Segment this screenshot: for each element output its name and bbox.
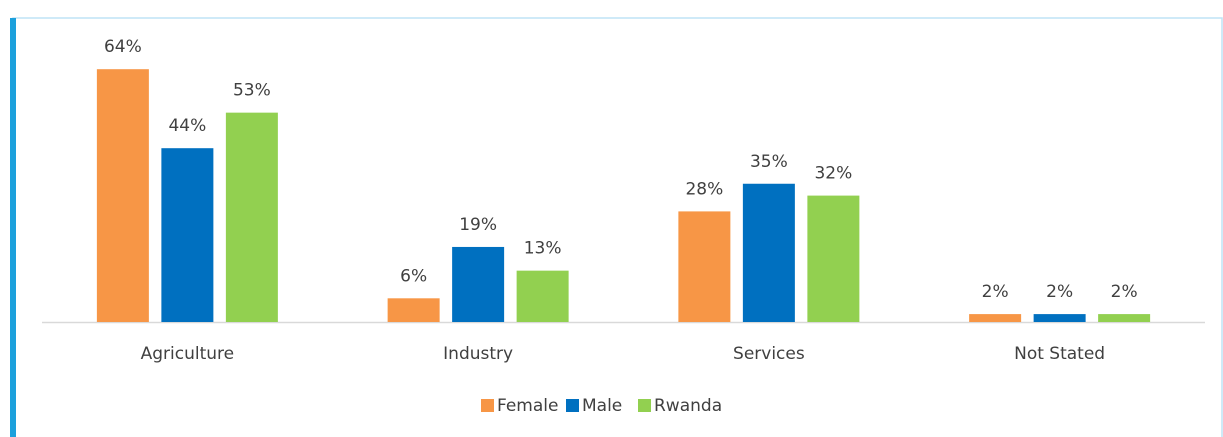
data-label: 35% [750,152,788,172]
bar [678,211,731,322]
bar [387,298,440,322]
bar [225,112,278,323]
x-tick-label: Industry [443,344,513,364]
x-tick-label: Services [733,344,805,364]
data-label: 28% [685,179,723,199]
data-label: 6% [400,266,427,286]
data-label: 2% [1111,282,1138,302]
x-tick-label: Not Stated [1014,344,1105,364]
data-label: 32% [814,164,852,184]
data-label: 53% [233,81,271,101]
bar [96,69,149,322]
data-label: 2% [1046,282,1073,302]
legend-swatch [566,399,579,412]
data-label: 64% [104,37,142,57]
bar [807,195,860,322]
bar [1098,314,1151,322]
bar [1033,314,1086,322]
legend-swatch [638,399,651,412]
legend-label: Male [582,396,622,416]
x-tick-label: Agriculture [141,344,235,364]
data-label: 44% [168,116,206,136]
data-label: 13% [524,239,562,259]
legend-label: Female [497,396,558,416]
legend-label: Rwanda [654,396,722,416]
bar [516,270,569,322]
bar [969,314,1022,322]
legend-swatch [481,399,494,412]
data-label: 19% [459,215,497,235]
data-label: 2% [982,282,1009,302]
bar [452,246,505,322]
bar [161,148,214,322]
frame-accent [10,18,16,437]
bar [742,183,795,322]
